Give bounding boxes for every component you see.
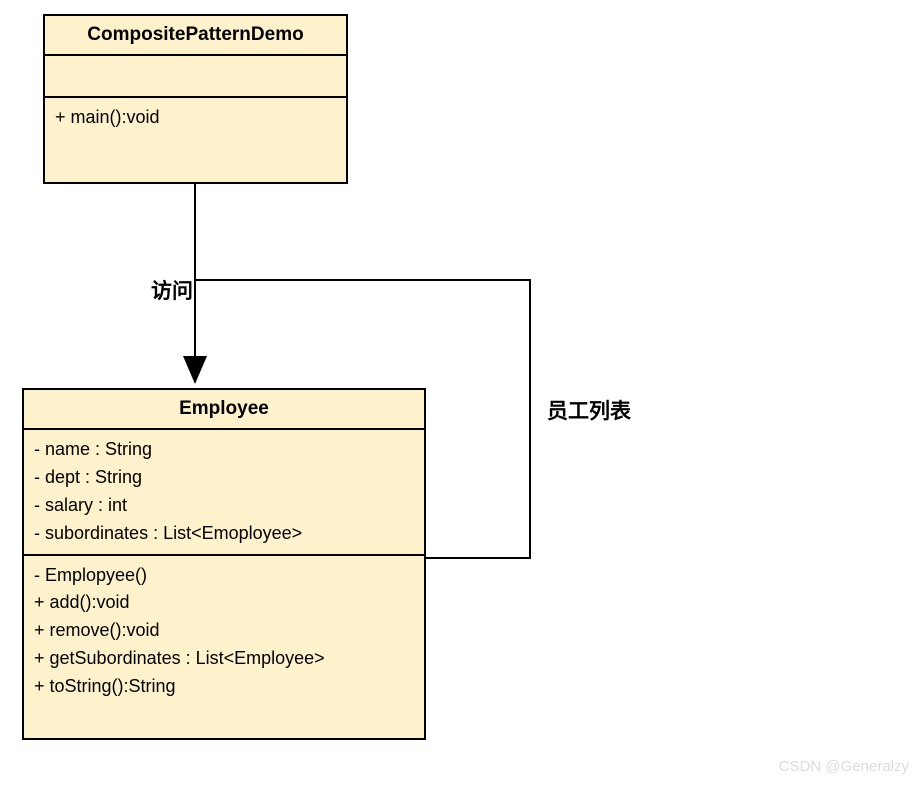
uml-methods-section: + main():void [45, 98, 346, 138]
uml-method: + getSubordinates : List<Employee> [34, 645, 414, 673]
uml-method: + main():void [55, 104, 336, 132]
uml-attribute: - name : String [34, 436, 414, 464]
uml-method: + add():void [34, 589, 414, 617]
uml-class-title: CompositePatternDemo [45, 16, 346, 56]
uml-methods-section: - Emplopyee() + add():void + remove():vo… [24, 556, 424, 707]
uml-attribute: - salary : int [34, 492, 414, 520]
uml-class-employee: Employee - name : String - dept : String… [22, 388, 426, 740]
uml-method: - Emplopyee() [34, 562, 414, 590]
uml-attribute: - subordinates : List<Emoployee> [34, 520, 414, 548]
uml-method: + remove():void [34, 617, 414, 645]
uml-class-title: Employee [24, 390, 424, 430]
uml-method: + toString():String [34, 673, 414, 701]
uml-attributes-section [45, 56, 346, 98]
uml-attributes-section: - name : String - dept : String - salary… [24, 430, 424, 556]
uml-attribute: - dept : String [34, 464, 414, 492]
edge-label-access: 访问 [151, 275, 193, 305]
uml-class-demo: CompositePatternDemo + main():void [43, 14, 348, 184]
edge-label-employee-list: 员工列表 [547, 395, 631, 425]
watermark: CSDN @Generalzy [779, 758, 909, 775]
